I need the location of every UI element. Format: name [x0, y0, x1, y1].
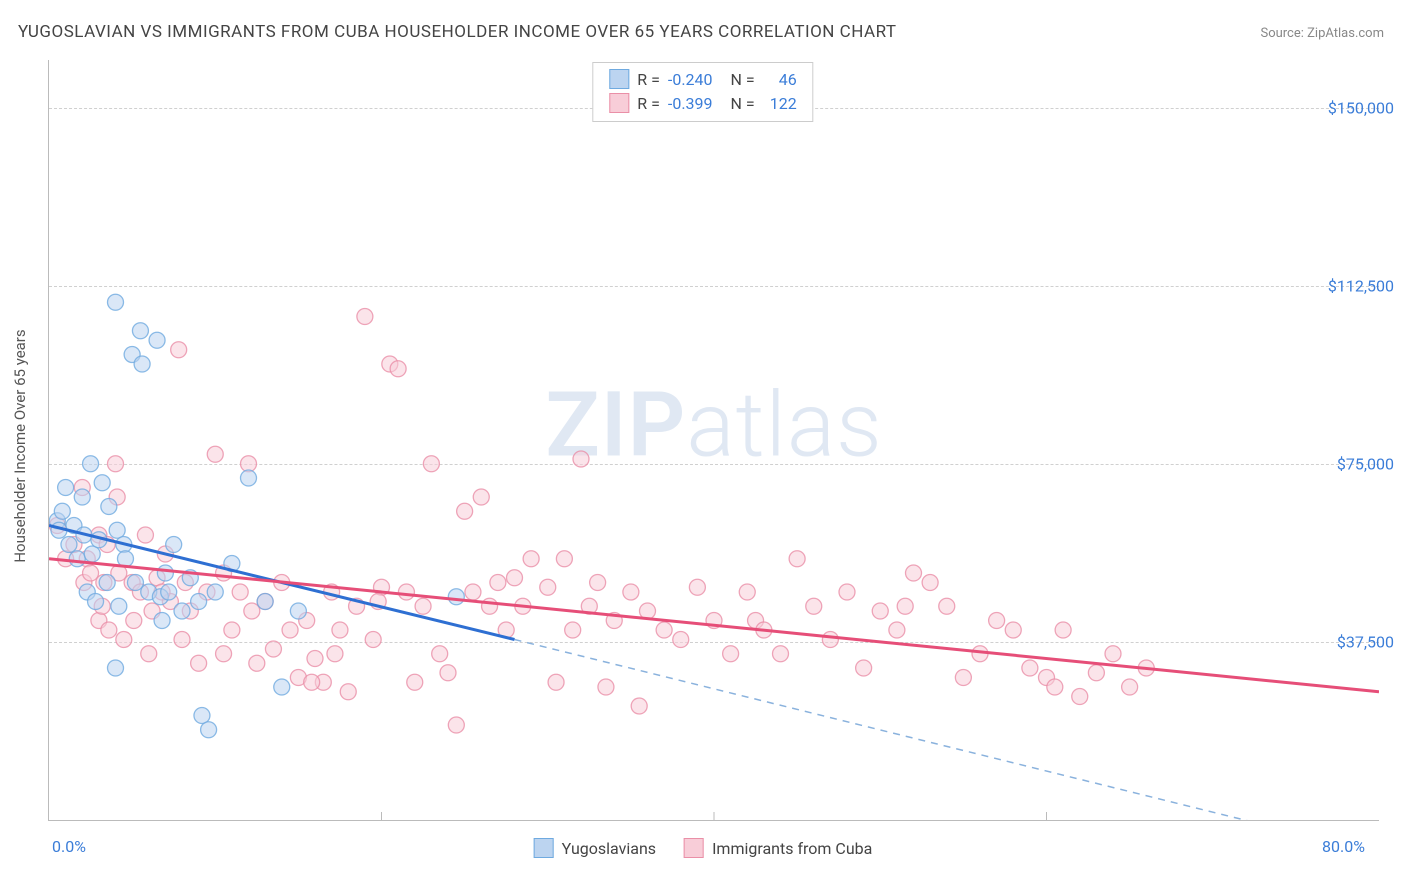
source-label: Source: ZipAtlas.com	[1260, 26, 1384, 41]
n-label: N =	[731, 70, 755, 89]
n-value-yugoslavians: 46	[763, 70, 797, 89]
x-tick-label: 0.0%	[52, 837, 86, 856]
n-value-cuba: 122	[763, 94, 797, 113]
chart-canvas	[49, 60, 1379, 820]
r-label: R =	[637, 70, 660, 89]
r-value-cuba: -0.399	[668, 94, 713, 113]
swatch-yugoslavians-icon	[534, 838, 554, 858]
legend-item-yugoslavians: Yugoslavians	[534, 838, 656, 858]
plot-area: ZIPatlas	[48, 60, 1379, 821]
legend-label-cuba: Immigrants from Cuba	[712, 839, 872, 858]
x-tick-label: 80.0%	[1322, 837, 1365, 856]
swatch-cuba-icon	[684, 838, 704, 858]
series-legend: Yugoslavians Immigrants from Cuba	[534, 838, 873, 858]
y-axis-label: Householder Income Over 65 years	[11, 329, 29, 562]
legend-row-yugoslavians: R = -0.240 N = 46	[609, 67, 796, 91]
n-label: N =	[731, 94, 755, 113]
r-value-yugoslavians: -0.240	[668, 70, 713, 89]
r-label: R =	[637, 94, 660, 113]
legend-label-yugoslavians: Yugoslavians	[562, 839, 656, 858]
chart-title: YUGOSLAVIAN VS IMMIGRANTS FROM CUBA HOUS…	[18, 22, 897, 42]
legend-item-cuba: Immigrants from Cuba	[684, 838, 872, 858]
swatch-yugoslavians	[609, 69, 629, 89]
legend-row-cuba: R = -0.399 N = 122	[609, 91, 796, 115]
swatch-cuba	[609, 93, 629, 113]
correlation-legend: R = -0.240 N = 46 R = -0.399 N = 122	[592, 62, 813, 122]
